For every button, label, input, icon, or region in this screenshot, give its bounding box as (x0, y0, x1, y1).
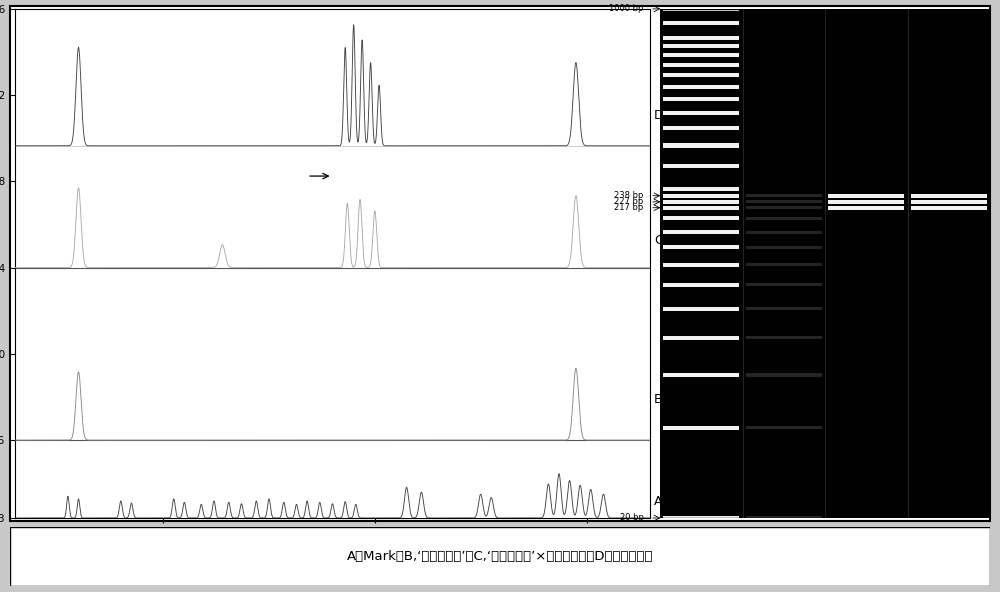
Bar (746, 246, 822, 249)
Bar (663, 44, 739, 49)
Bar (663, 85, 739, 89)
Bar (663, 126, 739, 130)
Text: C: C (654, 234, 663, 247)
FancyBboxPatch shape (10, 527, 990, 586)
Bar (828, 205, 904, 210)
Bar (663, 283, 739, 287)
Bar (746, 284, 822, 287)
Text: 20 bp: 20 bp (620, 513, 644, 523)
Bar (911, 205, 987, 210)
Bar (663, 97, 739, 101)
Bar (828, 7, 904, 11)
Bar (660, 9, 742, 518)
Bar (828, 200, 904, 204)
Bar (663, 36, 739, 40)
Bar (746, 336, 822, 339)
Bar (663, 187, 739, 191)
Bar (663, 373, 739, 377)
Bar (663, 426, 739, 430)
Text: A: A (697, 549, 705, 562)
Bar (663, 200, 739, 204)
Bar (663, 336, 739, 340)
Text: C: C (862, 549, 870, 562)
Bar (663, 63, 739, 67)
Bar (663, 194, 739, 198)
Bar (828, 194, 904, 198)
Bar (746, 194, 822, 197)
Bar (746, 200, 822, 204)
Text: 227 bp: 227 bp (614, 197, 644, 207)
Bar (663, 73, 739, 78)
Text: D: D (944, 549, 953, 562)
Text: B: B (780, 549, 788, 562)
Text: B: B (654, 392, 663, 406)
Bar (663, 143, 739, 147)
Bar (746, 217, 822, 220)
Bar (663, 163, 739, 168)
Text: 1000 bp: 1000 bp (609, 4, 644, 14)
Text: A，Mark；B,‘皇家天鹅绒’；C,‘皇家天鹅绒’×杜鹃红山茶；D，杜鹃红山茶: A，Mark；B,‘皇家天鹅绒’；C,‘皇家天鹅绒’×杜鹃红山茶；D，杜鹃红山茶 (347, 550, 653, 563)
Bar (746, 516, 822, 520)
Bar (663, 7, 739, 11)
Bar (663, 230, 739, 234)
Bar (663, 111, 739, 115)
Bar (746, 374, 822, 377)
Bar (825, 9, 908, 518)
Bar (746, 263, 822, 266)
Text: 238 bp: 238 bp (614, 191, 644, 200)
Bar (663, 205, 739, 210)
Bar (746, 230, 822, 234)
Bar (663, 21, 739, 25)
Text: D: D (654, 109, 664, 122)
Bar (746, 7, 822, 11)
Bar (911, 7, 987, 11)
Bar (911, 194, 987, 198)
Bar (746, 206, 822, 209)
Text: 217 bp: 217 bp (614, 203, 644, 212)
Bar (908, 9, 990, 518)
Bar (663, 516, 739, 520)
Text: A: A (654, 495, 663, 508)
Bar (663, 245, 739, 249)
Bar (911, 200, 987, 204)
Bar (663, 307, 739, 311)
Bar (663, 216, 739, 220)
Bar (742, 9, 825, 518)
Bar (746, 426, 822, 429)
X-axis label: Migration time(min): Migration time(min) (270, 543, 395, 556)
Bar (663, 263, 739, 267)
Bar (663, 53, 739, 57)
Bar (746, 307, 822, 310)
